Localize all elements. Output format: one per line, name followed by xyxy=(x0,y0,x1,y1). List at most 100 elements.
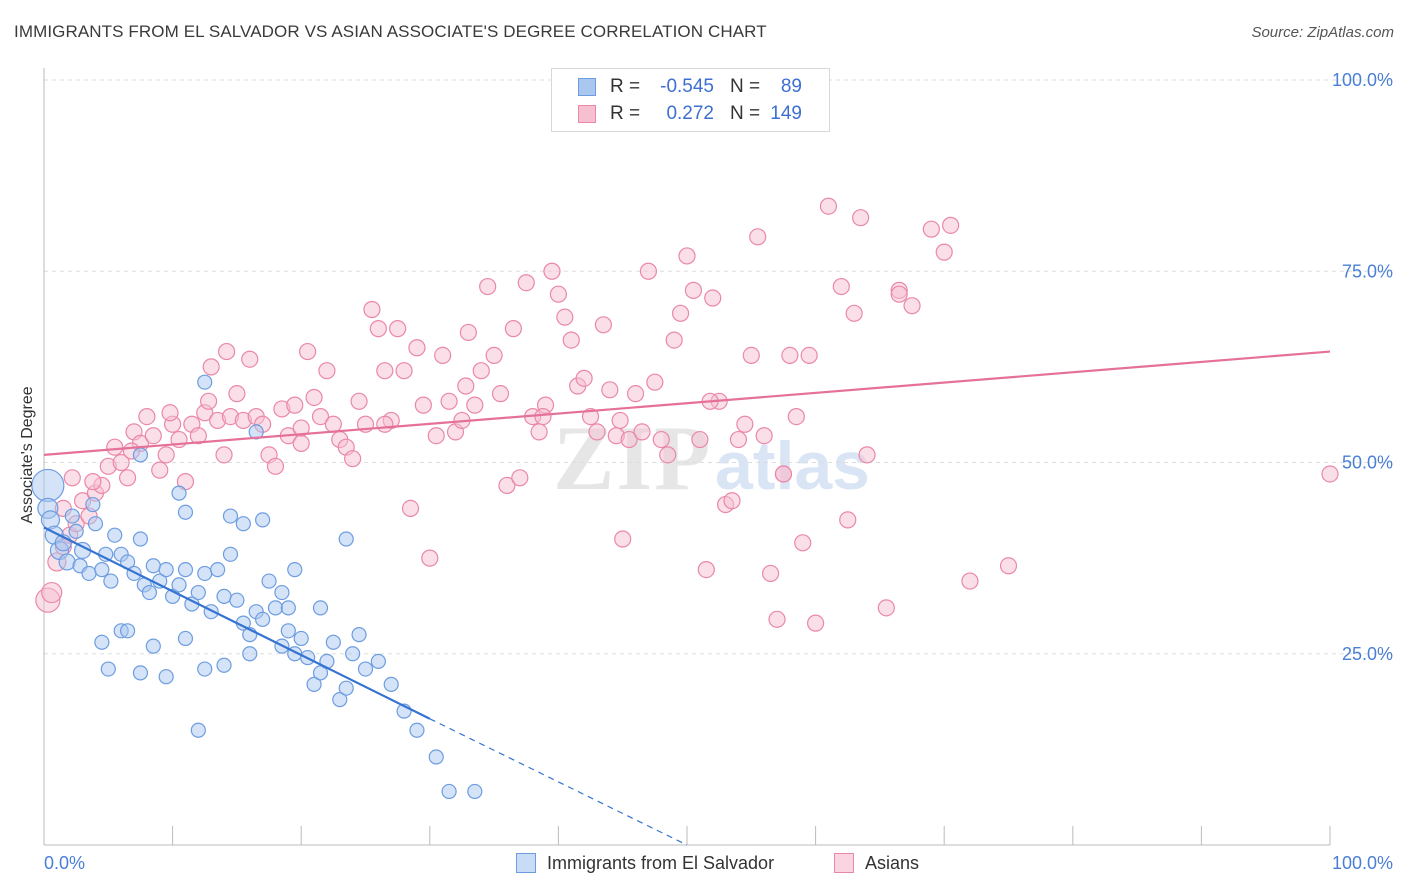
y-tick-label: 50.0% xyxy=(1342,453,1393,473)
asians-point xyxy=(118,469,137,487)
asians-point xyxy=(144,427,162,445)
asians-point xyxy=(787,408,805,426)
el-salvador-point xyxy=(280,623,296,639)
asians-point xyxy=(151,461,169,479)
legend-n-value: 89 xyxy=(780,76,802,97)
el-salvador-point xyxy=(87,516,104,532)
el-salvador-point xyxy=(68,523,84,539)
asians-point xyxy=(659,446,677,464)
el-salvador-point xyxy=(267,600,284,616)
asians-point xyxy=(611,411,629,430)
asians-point xyxy=(858,446,876,464)
legend-r-value: -0.545 xyxy=(660,76,714,97)
asians-point xyxy=(324,415,342,433)
asians-point xyxy=(761,564,780,583)
asians-point xyxy=(138,408,156,426)
asians-trendline xyxy=(43,350,1331,456)
el-salvador-point xyxy=(338,531,354,547)
asians-point xyxy=(903,297,921,315)
asians-point xyxy=(839,511,857,529)
el-salvador-point xyxy=(216,588,232,604)
asians-point xyxy=(832,277,850,296)
el-salvador-point xyxy=(94,634,110,650)
asians-point xyxy=(620,430,638,449)
asians-point xyxy=(543,262,561,280)
el-salvador-point xyxy=(197,661,213,677)
el-salvador-point xyxy=(197,374,213,390)
asians-point xyxy=(665,331,683,349)
asians-point xyxy=(491,385,510,403)
el-salvador-points xyxy=(31,374,483,800)
el-salvador-point xyxy=(177,561,194,578)
asians-point xyxy=(794,534,812,552)
asians-point xyxy=(639,262,658,280)
asians-point xyxy=(935,243,953,261)
asians-point xyxy=(678,247,696,265)
trend-lines xyxy=(43,350,1331,846)
el-salvador-point xyxy=(158,561,174,578)
legend-r-label: R = xyxy=(610,76,641,97)
asians-point xyxy=(305,388,323,407)
asians-point xyxy=(401,499,420,517)
el-salvador-point xyxy=(467,783,483,800)
el-salvador-point xyxy=(338,680,354,696)
asians-point xyxy=(41,581,63,604)
asians-point xyxy=(504,320,522,338)
asians-point xyxy=(414,396,432,414)
asians-point xyxy=(472,362,490,380)
asians-point xyxy=(723,492,741,510)
asians-point xyxy=(697,560,715,579)
asians-point xyxy=(530,423,548,441)
asians-point xyxy=(614,530,632,548)
el-salvador-trendline-extension xyxy=(429,718,688,846)
asians-point xyxy=(652,430,670,449)
asians-point xyxy=(922,220,940,238)
asians-point xyxy=(112,453,130,472)
el-salvador-point xyxy=(107,527,123,543)
el-salvador-point xyxy=(81,565,97,582)
asians-point xyxy=(408,339,426,357)
tick-labels: 25.0% 50.0% 75.0% 100.0% 0.0% 100.0% xyxy=(44,70,1393,873)
asians-point xyxy=(704,289,722,307)
asians-point xyxy=(311,408,330,426)
asians-point xyxy=(781,346,799,364)
asians-point xyxy=(457,377,475,395)
asians-point xyxy=(755,427,773,445)
asians-point xyxy=(549,285,568,303)
y-axis-label: Associate's Degree xyxy=(19,386,36,524)
el-salvador-trendline xyxy=(43,526,431,720)
asians-point xyxy=(646,373,664,391)
asians-point xyxy=(671,304,690,322)
asians-point xyxy=(369,320,387,338)
el-salvador-point xyxy=(132,665,149,681)
el-salvador-point xyxy=(280,600,296,616)
el-salvador-point xyxy=(325,634,341,650)
el-salvador-point xyxy=(100,661,116,677)
asians-point xyxy=(395,362,413,380)
asians-point xyxy=(266,457,285,475)
el-salvador-point xyxy=(171,577,187,593)
el-salvador-point xyxy=(293,630,309,647)
el-salvador-point xyxy=(132,447,149,463)
asians-point xyxy=(376,362,394,380)
asians-point xyxy=(819,197,838,215)
asians-point xyxy=(350,392,368,410)
el-salvador-point xyxy=(428,749,444,765)
asians-point xyxy=(459,323,477,342)
asians-point xyxy=(511,469,529,487)
asians-point xyxy=(749,228,767,246)
asians-point xyxy=(852,209,870,227)
el-salvador-point xyxy=(441,783,457,800)
el-salvador-point xyxy=(145,638,161,654)
legend-n-label: N = xyxy=(730,76,761,97)
asians-point xyxy=(434,346,452,364)
asians-point xyxy=(742,346,760,364)
asians-point xyxy=(440,392,458,410)
asians-point xyxy=(363,300,381,319)
asians-point xyxy=(517,274,535,292)
el-salvador-point xyxy=(177,504,194,520)
el-salvador-point xyxy=(357,661,374,677)
y-tick-label: 75.0% xyxy=(1342,261,1393,281)
asians-point xyxy=(218,342,236,361)
el-salvador-point xyxy=(210,561,226,578)
